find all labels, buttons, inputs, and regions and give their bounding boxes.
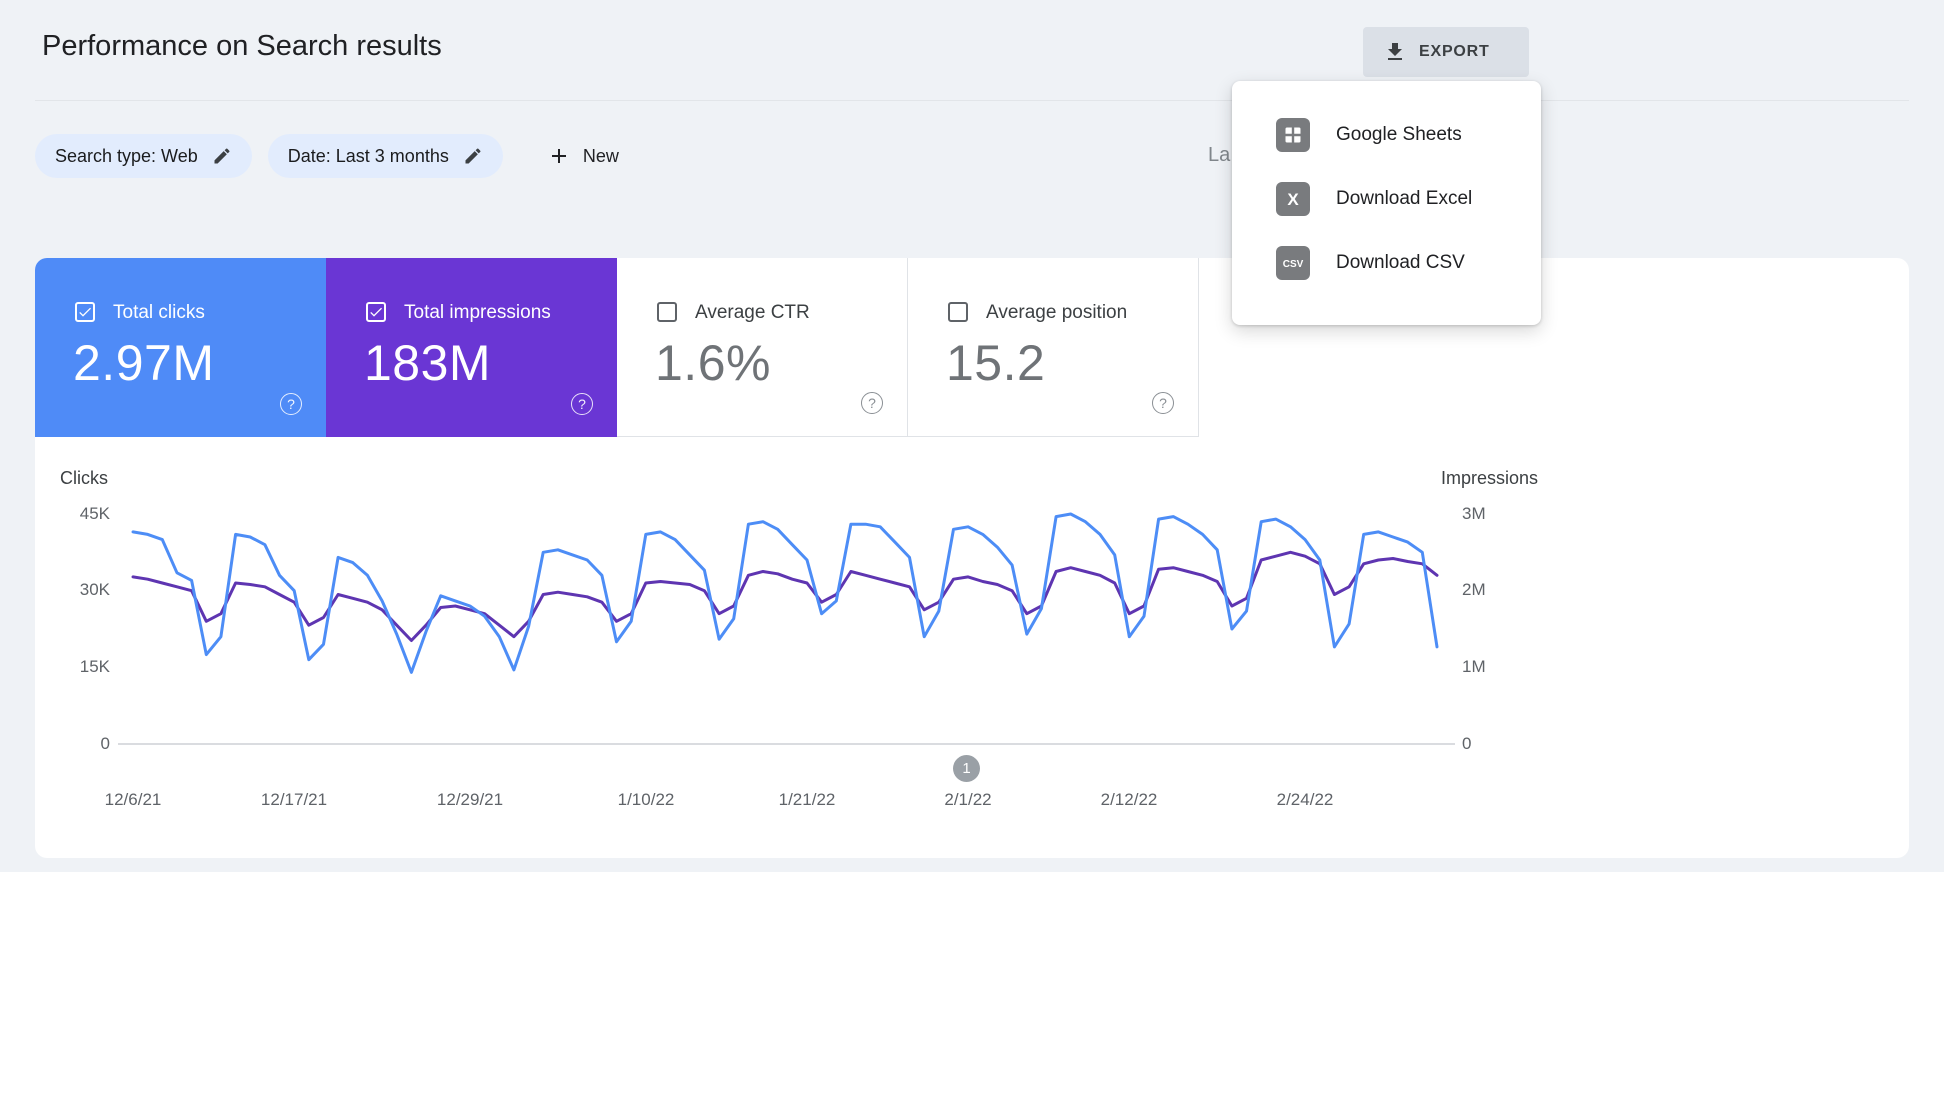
impressions-line bbox=[131, 550, 1439, 642]
x-axis-label: 1/10/22 bbox=[617, 790, 675, 809]
menu-item-label: Download Excel bbox=[1336, 188, 1473, 209]
metric-value: 15.2 bbox=[946, 335, 1046, 391]
excel-icon: X bbox=[1276, 182, 1310, 216]
metric-value: 183M bbox=[364, 335, 492, 391]
check-icon bbox=[370, 307, 382, 317]
last-updated-truncated-text: La bbox=[1208, 144, 1231, 166]
x-axis-label: 2/1/22 bbox=[944, 790, 992, 809]
metric-cards-row: Total clicks 2.97M ? Total impressions 1… bbox=[35, 258, 1199, 437]
right-axis-tick: 1M bbox=[1462, 657, 1486, 676]
metric-value: 1.6% bbox=[655, 335, 771, 391]
left-axis-tick: 15K bbox=[79, 657, 110, 676]
x-axis-label: 2/24/22 bbox=[1276, 790, 1334, 809]
right-axis-tick: 2M bbox=[1462, 580, 1486, 599]
metric-label: Average CTR bbox=[695, 302, 810, 323]
search-type-chip[interactable]: Search type: Web bbox=[35, 134, 252, 178]
x-axis-label: 2/12/22 bbox=[1100, 790, 1158, 809]
help-icon[interactable]: ? bbox=[1152, 392, 1174, 414]
metric-value: 2.97M bbox=[73, 335, 215, 391]
menu-item-label: Google Sheets bbox=[1336, 124, 1462, 145]
menu-item-download-csv[interactable]: CSV Download CSV bbox=[1232, 231, 1541, 295]
clicks-line bbox=[131, 512, 1439, 674]
left-axis-tick: 0 bbox=[100, 734, 110, 753]
search-type-chip-label: Search type: Web bbox=[55, 145, 198, 166]
google-sheets-icon bbox=[1276, 118, 1310, 152]
export-menu: Google Sheets X Download Excel CSV Downl… bbox=[1232, 81, 1541, 325]
x-axis-label: 12/29/21 bbox=[436, 790, 504, 809]
total-clicks-checkbox-checked[interactable] bbox=[75, 302, 95, 322]
left-axis-tick: 45K bbox=[79, 504, 110, 523]
right-axis-tick: 0 bbox=[1462, 734, 1472, 753]
metric-card-total-impressions[interactable]: Total impressions 183M ? bbox=[326, 258, 617, 437]
performance-card: Total clicks 2.97M ? Total impressions 1… bbox=[35, 258, 1909, 858]
edit-pencil-icon bbox=[465, 148, 481, 164]
metric-card-average-ctr[interactable]: Average CTR 1.6% ? bbox=[617, 258, 908, 437]
total-impressions-checkbox-checked[interactable] bbox=[366, 302, 386, 322]
export-button[interactable]: EXPORT bbox=[1363, 27, 1529, 77]
right-axis-tick: 3M bbox=[1462, 504, 1486, 523]
x-axis-label: 1/21/22 bbox=[778, 790, 836, 809]
left-axis-title: Clicks bbox=[60, 468, 108, 488]
average-ctr-checkbox-unchecked[interactable] bbox=[657, 302, 677, 322]
right-axis-title: Impressions bbox=[1440, 468, 1538, 488]
left-axis-tick: 30K bbox=[79, 580, 110, 599]
help-icon[interactable]: ? bbox=[571, 393, 593, 415]
help-icon[interactable]: ? bbox=[280, 393, 302, 415]
csv-icon: CSV bbox=[1276, 246, 1310, 280]
download-icon bbox=[1388, 43, 1402, 60]
svg-text:CSV: CSV bbox=[1283, 259, 1304, 270]
check-icon bbox=[79, 307, 91, 317]
edit-pencil-icon bbox=[214, 148, 230, 164]
filter-bar: Search type: Web Date: Last 3 months New bbox=[35, 134, 631, 178]
menu-item-google-sheets[interactable]: Google Sheets bbox=[1232, 103, 1541, 167]
metric-card-average-position[interactable]: Average position 15.2 ? bbox=[908, 258, 1199, 437]
chart-pagination-page-1[interactable]: 1 bbox=[953, 755, 980, 782]
help-icon[interactable]: ? bbox=[861, 392, 883, 414]
header-divider bbox=[35, 100, 1909, 101]
menu-item-label: Download CSV bbox=[1336, 252, 1465, 273]
page-title: Performance on Search results bbox=[42, 30, 442, 62]
x-axis-label: 12/6/21 bbox=[104, 790, 162, 809]
export-button-label: EXPORT bbox=[1419, 43, 1490, 60]
metric-card-total-clicks[interactable]: Total clicks 2.97M ? bbox=[35, 258, 326, 437]
date-range-chip[interactable]: Date: Last 3 months bbox=[267, 134, 503, 178]
metric-label: Total impressions bbox=[404, 302, 551, 323]
date-range-chip-label: Date: Last 3 months bbox=[287, 145, 449, 166]
x-axis-label: 12/17/21 bbox=[260, 790, 328, 809]
plus-icon bbox=[551, 149, 566, 163]
menu-item-download-excel[interactable]: X Download Excel bbox=[1232, 167, 1541, 231]
new-filter-button[interactable]: New bbox=[535, 134, 631, 178]
average-position-checkbox-unchecked[interactable] bbox=[948, 302, 968, 322]
svg-text:X: X bbox=[1287, 190, 1299, 209]
new-filter-label: New bbox=[582, 145, 619, 166]
metric-label: Average position bbox=[986, 302, 1128, 323]
metric-label: Total clicks bbox=[113, 302, 205, 323]
